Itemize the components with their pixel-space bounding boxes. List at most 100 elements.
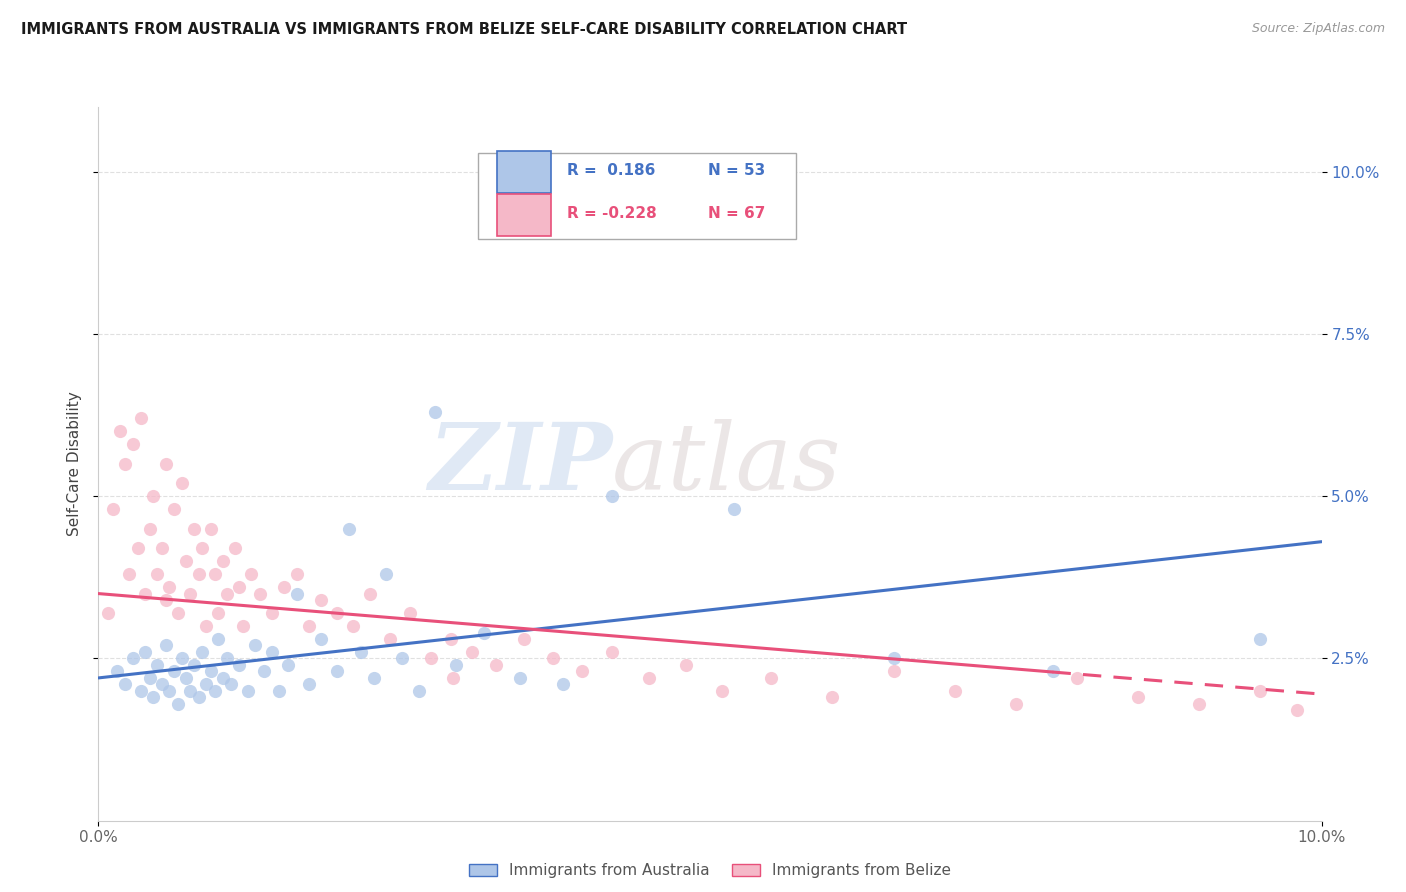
- Point: [142, 489, 165, 503]
- Point: [232, 619, 254, 633]
- Point: [97, 606, 120, 620]
- Point: [298, 619, 321, 633]
- Point: [298, 677, 321, 691]
- Point: [167, 697, 190, 711]
- Point: [150, 541, 173, 556]
- Point: [249, 586, 271, 600]
- Point: [440, 632, 463, 646]
- Point: [262, 606, 284, 620]
- Point: [420, 651, 443, 665]
- Point: [441, 671, 464, 685]
- Point: [472, 625, 495, 640]
- Point: [359, 586, 381, 600]
- Text: R =  0.186: R = 0.186: [567, 162, 655, 178]
- Point: [170, 476, 193, 491]
- Point: [228, 657, 250, 672]
- Point: [460, 645, 482, 659]
- Point: [1250, 684, 1272, 698]
- Point: [1004, 697, 1026, 711]
- Point: [285, 567, 308, 582]
- Point: [637, 671, 661, 685]
- Point: [1286, 703, 1309, 717]
- Point: [204, 684, 226, 698]
- Point: [105, 665, 128, 679]
- Point: [163, 502, 186, 516]
- FancyBboxPatch shape: [498, 151, 551, 193]
- Point: [543, 651, 565, 665]
- Point: [134, 645, 156, 659]
- Point: [309, 632, 332, 646]
- FancyBboxPatch shape: [478, 153, 796, 239]
- Text: R = -0.228: R = -0.228: [567, 205, 657, 220]
- Point: [139, 522, 162, 536]
- Point: [129, 411, 152, 425]
- Point: [711, 684, 734, 698]
- Point: [157, 580, 180, 594]
- Point: [1188, 697, 1211, 711]
- Point: [1250, 632, 1272, 646]
- Point: [262, 645, 284, 659]
- Point: [513, 632, 536, 646]
- Point: [146, 567, 169, 582]
- Point: [127, 541, 149, 556]
- Text: N = 67: N = 67: [707, 205, 765, 220]
- Text: atlas: atlas: [612, 419, 842, 508]
- Point: [285, 586, 308, 600]
- Point: [215, 586, 238, 600]
- Point: [391, 651, 413, 665]
- Point: [176, 671, 198, 685]
- Point: [204, 567, 226, 582]
- Point: [215, 651, 238, 665]
- Text: Source: ZipAtlas.com: Source: ZipAtlas.com: [1251, 22, 1385, 36]
- Point: [350, 645, 373, 659]
- Point: [110, 425, 132, 439]
- Point: [139, 671, 162, 685]
- Point: [179, 586, 201, 600]
- Point: [485, 657, 508, 672]
- Point: [273, 580, 295, 594]
- Point: [212, 554, 235, 568]
- Point: [134, 586, 156, 600]
- Point: [240, 567, 263, 582]
- Point: [943, 684, 966, 698]
- Point: [326, 665, 349, 679]
- Legend: Immigrants from Australia, Immigrants from Belize: Immigrants from Australia, Immigrants fr…: [463, 857, 957, 884]
- Point: [129, 684, 152, 698]
- Text: ZIP: ZIP: [427, 419, 612, 508]
- Point: [163, 665, 186, 679]
- Y-axis label: Self-Care Disability: Self-Care Disability: [67, 392, 83, 536]
- Point: [167, 606, 190, 620]
- Point: [1042, 665, 1064, 679]
- Point: [155, 593, 177, 607]
- Point: [761, 671, 783, 685]
- Point: [101, 502, 124, 516]
- Point: [183, 522, 205, 536]
- Point: [191, 541, 214, 556]
- Point: [337, 522, 360, 536]
- Point: [600, 489, 623, 503]
- Point: [121, 437, 143, 451]
- FancyBboxPatch shape: [498, 194, 551, 235]
- Point: [600, 645, 623, 659]
- Point: [363, 671, 385, 685]
- Point: [187, 690, 209, 705]
- Point: [399, 606, 422, 620]
- Point: [200, 522, 222, 536]
- Point: [1128, 690, 1150, 705]
- Point: [219, 677, 242, 691]
- Point: [170, 651, 193, 665]
- Point: [118, 567, 141, 582]
- Point: [675, 657, 697, 672]
- Point: [243, 639, 266, 653]
- Point: [212, 671, 235, 685]
- Point: [183, 657, 205, 672]
- Point: [187, 567, 209, 582]
- Point: [228, 580, 250, 594]
- Point: [200, 665, 222, 679]
- Point: [146, 657, 169, 672]
- Point: [155, 457, 177, 471]
- Point: [1066, 671, 1088, 685]
- Text: N = 53: N = 53: [707, 162, 765, 178]
- Point: [207, 632, 229, 646]
- Point: [179, 684, 201, 698]
